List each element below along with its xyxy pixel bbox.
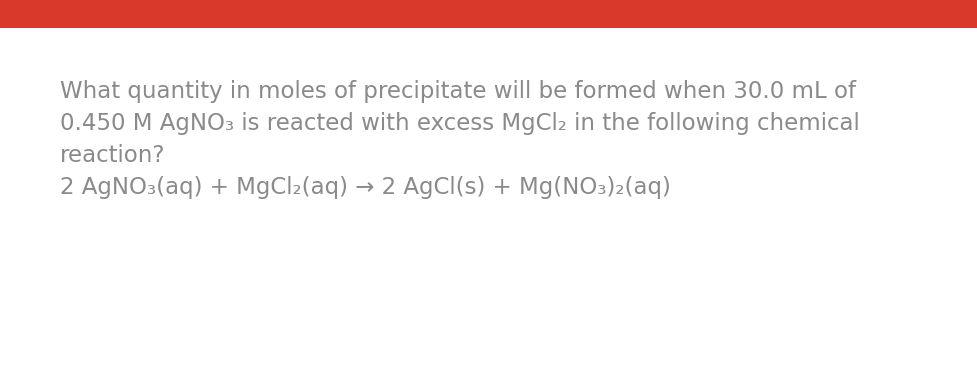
Text: What quantity in moles of precipitate will be formed when 30.0 mL of: What quantity in moles of precipitate wi… [60, 80, 855, 103]
Text: reaction?: reaction? [60, 144, 165, 167]
Text: 0.450 M AgNO₃ is reacted with excess MgCl₂ in the following chemical: 0.450 M AgNO₃ is reacted with excess MgC… [60, 112, 859, 135]
Text: 2 AgNO₃(aq) + MgCl₂(aq) → 2 AgCl(s) + Mg(NO₃)₂(aq): 2 AgNO₃(aq) + MgCl₂(aq) → 2 AgCl(s) + Mg… [60, 176, 670, 199]
Bar [0, 0, 977, 28]
